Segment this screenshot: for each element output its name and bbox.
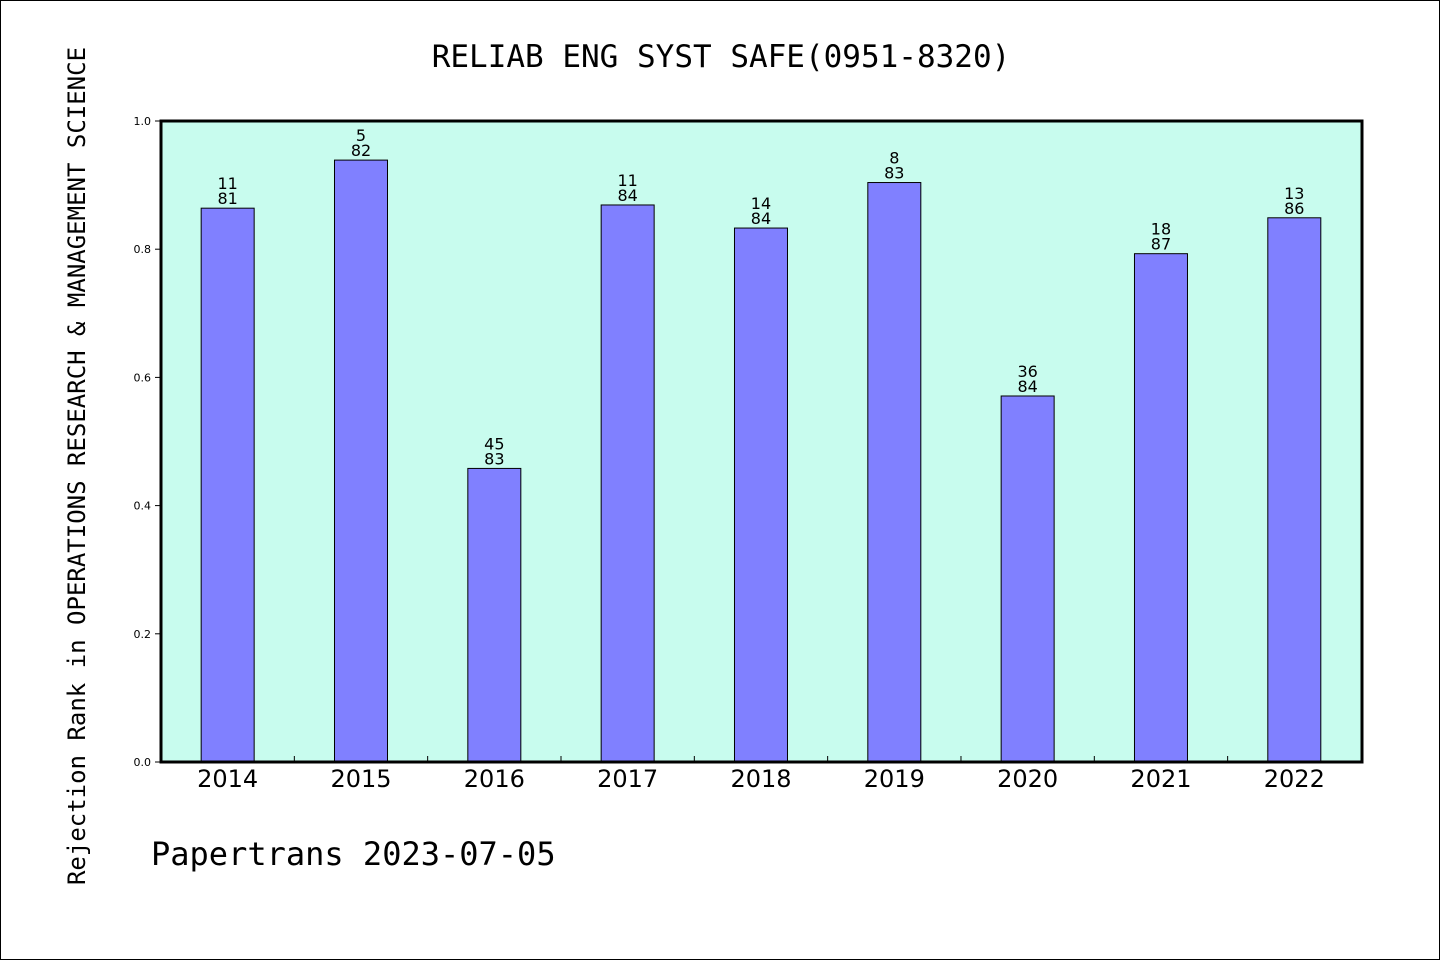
bar-label-rank: 45	[484, 434, 504, 453]
bar-label-rank: 36	[1017, 362, 1037, 381]
bar-label-total: 83	[884, 164, 904, 183]
x-tick-label: 2018	[730, 765, 791, 793]
y-tick-label: 0.0	[134, 756, 152, 769]
x-tick-label: 2017	[597, 765, 658, 793]
bar-label-total: 83	[484, 449, 504, 468]
x-tick-label: 2015	[330, 765, 391, 793]
bar-label-total: 84	[751, 209, 771, 228]
bar-2014	[200, 207, 255, 763]
y-tick-label: 0.4	[134, 500, 152, 513]
x-tick-label: 2019	[864, 765, 925, 793]
y-tick-label: 0.2	[134, 628, 152, 641]
bar-label-rank: 5	[356, 126, 366, 145]
bar-label-rank: 13	[1284, 184, 1304, 203]
bar-label-total: 84	[617, 186, 637, 205]
x-tick-label: 2016	[464, 765, 525, 793]
bar-2022	[1267, 217, 1322, 763]
y-tick-label: 1.0	[134, 115, 152, 128]
x-tick-label: 2014	[197, 765, 258, 793]
bars	[200, 159, 1322, 763]
bar-label-rank: 18	[1151, 220, 1171, 239]
bar-label-total: 87	[1151, 235, 1171, 254]
bar-label-total: 84	[1017, 377, 1037, 396]
bar-2017	[600, 204, 655, 763]
x-tick-label: 2021	[1130, 765, 1191, 793]
bar-labels: 2014118120155822016458320171184201814842…	[197, 126, 1325, 793]
bar-label-rank: 11	[617, 171, 637, 190]
bar-2016	[467, 467, 522, 763]
bar-2019	[867, 182, 922, 763]
footer-text: Papertrans 2023-07-05	[151, 835, 556, 873]
bar-2018	[733, 227, 788, 763]
bar-2020	[1000, 395, 1055, 763]
y-tick-label: 0.6	[134, 371, 152, 384]
bar-2015	[333, 159, 388, 763]
bar-label-rank: 8	[889, 149, 899, 168]
x-tick-label: 2020	[997, 765, 1058, 793]
chart-title: RELIAB ENG SYST SAFE(0951-8320)	[432, 39, 1011, 75]
plot-frame	[159, 119, 1364, 764]
y-tick-label: 0.8	[134, 243, 152, 256]
bar-2021	[1133, 253, 1188, 763]
bar-label-rank: 11	[217, 174, 237, 193]
bar-label-rank: 14	[751, 194, 771, 213]
y-axis-label: Rejection Rank in OPERATIONS RESEARCH & …	[63, 47, 91, 885]
bar-label-total: 81	[217, 189, 237, 208]
x-tick-label: 2022	[1264, 765, 1325, 793]
bar-label-total: 86	[1284, 199, 1304, 218]
bar-label-total: 82	[351, 141, 371, 160]
